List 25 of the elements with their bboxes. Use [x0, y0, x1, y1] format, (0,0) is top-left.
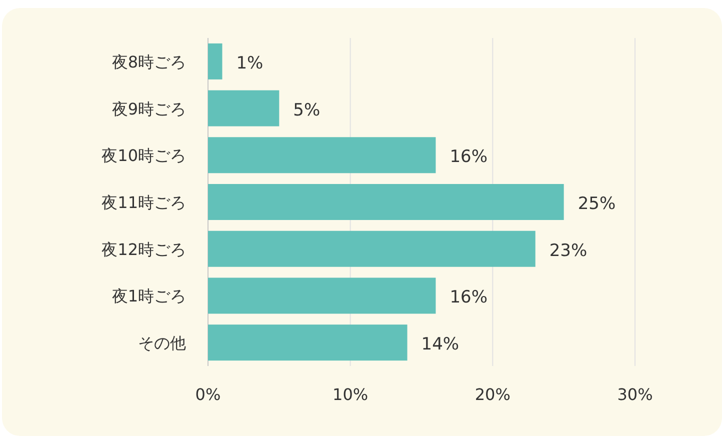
- bar: [208, 230, 536, 267]
- data-label: 25%: [578, 194, 616, 214]
- data-label: 16%: [450, 288, 488, 308]
- data-label: 23%: [549, 240, 588, 261]
- data-label: 5%: [293, 100, 320, 120]
- bar: [208, 324, 408, 361]
- y-tick-label: 夜8時ごろ: [112, 52, 186, 72]
- bar: [208, 43, 222, 80]
- data-label: 1%: [236, 53, 264, 74]
- x-tick-label: 0%: [195, 385, 221, 404]
- y-tick-label: 夜10時ごろ: [102, 146, 186, 166]
- y-tick-label: その他: [138, 334, 186, 353]
- x-tick-label: 10%: [332, 385, 368, 404]
- x-tick-label: 30%: [617, 385, 653, 404]
- x-tick-label: 20%: [474, 385, 510, 404]
- data-label: 14%: [421, 334, 460, 355]
- data-label: 16%: [450, 147, 488, 168]
- y-tick-label: 夜12時ごろ: [102, 240, 186, 259]
- bar: [208, 137, 436, 174]
- bar: [208, 184, 564, 220]
- bar: [208, 90, 280, 126]
- y-tick-label: 夜9時ごろ: [112, 99, 186, 118]
- y-tick-label: 夜1時ごろ: [112, 286, 186, 306]
- y-tick-label: 夜11時ごろ: [102, 193, 186, 212]
- bar: [208, 278, 436, 314]
